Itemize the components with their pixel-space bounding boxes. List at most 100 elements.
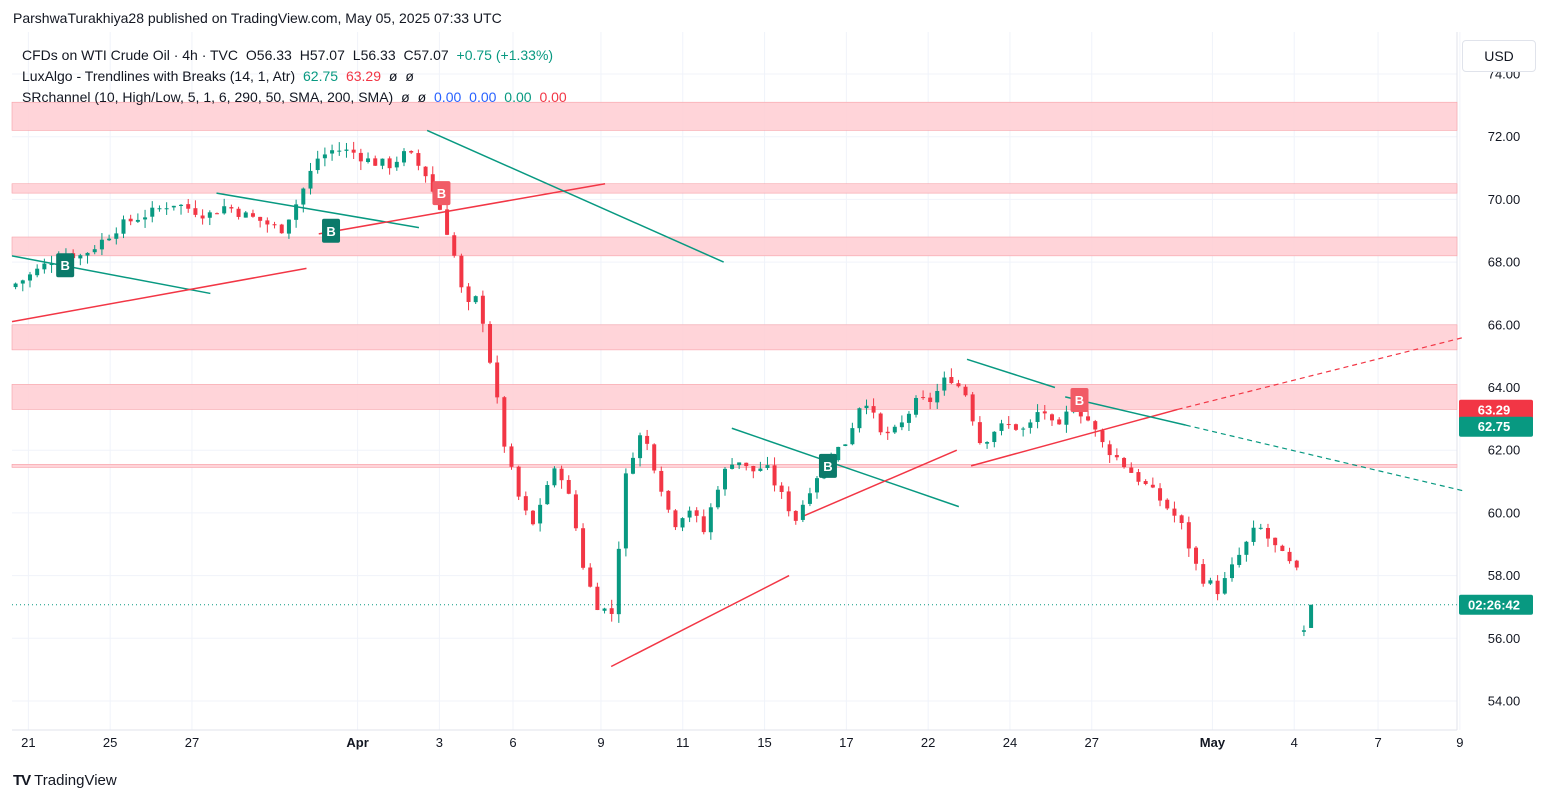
candle-body [1194,547,1199,564]
candle-body [488,324,493,363]
support-trendline [803,449,958,517]
sr-zones [11,101,1458,468]
price-tick-label: 64.00 [1488,380,1521,395]
chart-legend: CFDs on WTI Crude Oil · 4h · TVC O56.33 … [22,45,571,108]
candle-body [666,490,671,510]
publisher-line: ParshwaTurakhiya28 published on TradingV… [13,10,502,26]
candle-body [200,215,205,219]
candle-body [416,153,421,166]
candle-body [78,255,83,259]
time-tick-label: 25 [103,735,117,750]
time-tick-label: 11 [676,735,690,750]
candle-body [409,151,414,153]
axis-price-label: 62.75 [1478,419,1511,434]
candle-body [179,204,184,206]
candle-body [1158,488,1163,501]
axis-price-label-badge [1459,399,1533,420]
candle-body [992,431,997,443]
candle-body [786,491,791,512]
candle-body [265,220,270,225]
candle-body [1100,430,1105,443]
legend-low: L56.33 [352,47,396,63]
candle-body [207,212,212,218]
footer-brand-text: TradingView [34,772,117,789]
candle-body [272,224,277,226]
candle-body [107,238,112,241]
candle-body [588,567,593,587]
candle-body [793,510,798,521]
candle-body [836,446,841,461]
footer-brand[interactable]: TV TradingView [13,772,117,789]
candle-body [730,464,735,469]
candle-body [315,158,320,171]
candle-body [899,422,904,428]
candle-body [1186,522,1191,549]
chart-grid [12,32,1461,731]
time-tick-label: 27 [1085,735,1099,750]
price-tick-label: 56.00 [1488,631,1521,646]
candle-body [906,413,911,423]
sr-zone [11,464,1458,468]
price-tick-label: 54.00 [1488,694,1521,709]
candle-body [673,510,678,528]
break-marker-badge [322,218,341,243]
candle-body [473,296,478,303]
candle-body [286,219,291,234]
price-axis[interactable]: 54.00 56.00 58.00 60.00 62.00 64.00 66.00 68.00… [1488,67,1521,709]
time-tick-label: 7 [1374,735,1381,750]
candle-body [885,431,890,434]
candle-body [552,468,557,486]
candle-body [330,150,335,154]
candle-body [42,263,47,270]
candle-body [495,362,500,398]
candle-body [502,397,507,447]
indicator2-name: SRchannel (10, High/Low, 5, 1, 6, 290, 5… [22,89,394,105]
candle-body [807,493,812,504]
currency-button[interactable]: USD [1462,40,1536,72]
indicator2-value-3: 0.00 [434,89,462,105]
candle-body [1150,484,1155,488]
candle-body [322,154,327,159]
legend-symbol-row[interactable]: CFDs on WTI Crude Oil · 4h · TVC O56.33 … [22,45,571,66]
candle-body [999,423,1004,431]
break-marker-badge [1070,388,1089,413]
candle-body [864,405,869,409]
sr-zone [11,384,1458,410]
time-axis[interactable]: 21 25 27 Apr 3 6 9 11 15 17 22 24 27 May 4 7 9 [21,735,1463,750]
indicator2-value-5: 0.00 [504,89,532,105]
candle-body [1244,541,1249,555]
candle-body [609,608,614,614]
candle-body [1129,467,1134,473]
break-marker-badge [432,181,451,206]
candle-body [1013,424,1018,430]
candle-body [480,295,485,324]
candle-body [229,207,234,209]
candle-body [250,213,255,217]
candle-body [857,408,862,429]
candle-body [1122,457,1127,468]
candle-body [638,435,643,459]
candle-body [1258,527,1263,529]
price-tick-label: 66.00 [1488,317,1521,332]
candle-body [1273,537,1278,546]
candle-body [843,444,848,447]
candle-body [445,209,450,235]
candle-body [135,219,140,222]
resistance-trendline [1185,424,1465,492]
legend-indicator-srchannel[interactable]: SRchannel (10, High/Low, 5, 1, 6, 290, 5… [22,87,571,108]
candle-body [1287,551,1292,562]
candle-body [985,442,990,444]
time-tick-label: 22 [921,735,935,750]
candle-body [452,235,457,256]
candle-body [645,435,650,444]
support-trendline [1177,336,1465,411]
legend-indicator-luxalgo[interactable]: LuxAlgo - Trendlines with Breaks (14, 1,… [22,66,571,87]
candle-body [1042,411,1047,414]
break-marker-label: B [437,186,446,201]
time-tick-label: 3 [436,735,443,750]
candle-body [1107,444,1112,456]
time-tick-label: 6 [509,735,516,750]
candle-body [1093,421,1098,430]
candle-body [49,264,54,266]
